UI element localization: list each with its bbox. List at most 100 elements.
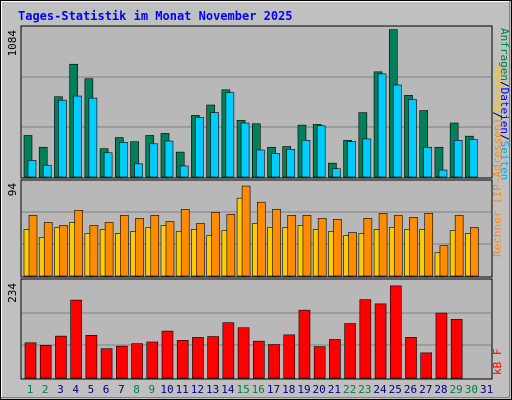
bar-dateien-day-8 (134, 163, 143, 178)
day-label-25: 25 (389, 383, 402, 396)
bar-besuche-day-9 (150, 215, 160, 277)
bar-besuche-day-20 (317, 218, 327, 277)
bar-kb-day-22 (344, 323, 356, 379)
bar-kb-day-2 (39, 345, 52, 379)
panel-bottom-legend: kB F (491, 349, 504, 376)
panel-middle: 94 Rechner (IP-Adressen)/Besuche (6, 65, 504, 278)
legend-dateien: Dateien (498, 88, 511, 134)
bar-dateien-day-7 (119, 142, 128, 178)
panel-top: 1084 Anfragen/Dateien/Seiten (6, 25, 511, 180)
legend-besuche: Besuche (491, 65, 504, 111)
day-label-18: 18 (282, 383, 295, 396)
day-label-1: 1 (27, 383, 34, 396)
panel-top-legend: Anfragen/Dateien/Seiten (498, 28, 511, 180)
day-label-4: 4 (72, 383, 79, 396)
bar-kb-day-27 (420, 352, 433, 379)
bar-dateien-day-23 (362, 138, 372, 178)
chart-title: Tages-Statistik im Monat November 2025 (18, 9, 293, 23)
bar-dateien-day-26 (408, 99, 417, 178)
day-label-2: 2 (42, 383, 49, 396)
panel-top-ymax-label: 1084 (6, 30, 19, 57)
bar-kb-day-13 (207, 336, 219, 379)
bar-dateien-day-16 (255, 149, 265, 178)
day-label-26: 26 (404, 383, 417, 396)
bar-dateien-day-25 (392, 84, 402, 178)
legend-separator: / (498, 81, 511, 88)
bar-besuche-day-15 (241, 185, 251, 277)
legend-separator: / (491, 111, 504, 118)
day-label-6: 6 (103, 383, 110, 396)
bar-besuche-day-1 (28, 215, 38, 277)
panel-bottom-ymax-label: 234 (6, 283, 19, 303)
bar-besuche-day-26 (409, 217, 418, 277)
panel-middle-ymax-label: 94 (6, 183, 19, 197)
bar-besuche-day-29 (454, 215, 464, 277)
bar-dateien-day-17 (271, 153, 280, 178)
bar-dateien-day-1 (27, 160, 37, 178)
bar-besuche-day-8 (135, 218, 144, 277)
bar-dateien-day-19 (301, 140, 311, 178)
bar-kb-day-6 (100, 348, 113, 379)
bar-kb-day-20 (313, 346, 326, 379)
bar-dateien-day-2 (42, 164, 52, 178)
panel-middle-legend: Rechner (IP-Adressen)/Besuche (491, 65, 504, 257)
bar-dateien-day-9 (149, 143, 159, 178)
bar-dateien-day-3 (58, 99, 67, 178)
legend-rechner: Rechner (IP-Adressen) (491, 118, 504, 257)
day-label-16: 16 (252, 383, 265, 396)
bar-kb-day-26 (405, 337, 417, 379)
day-label-21: 21 (328, 383, 341, 396)
bar-dateien-day-15 (240, 122, 250, 178)
bar-kb-day-10 (161, 330, 174, 379)
day-label-28: 28 (434, 383, 447, 396)
day-label-17: 17 (267, 383, 280, 396)
bar-dateien-day-4 (73, 95, 82, 178)
day-label-7: 7 (118, 383, 125, 396)
day-label-30: 30 (465, 383, 478, 396)
bar-dateien-day-30 (469, 139, 478, 178)
legend-anfragen: Anfragen (498, 28, 511, 81)
bar-besuche-day-18 (287, 215, 297, 277)
day-label-19: 19 (297, 383, 310, 396)
day-label-5: 5 (88, 383, 95, 396)
day-label-15: 15 (236, 383, 249, 396)
panel-top-bars (23, 29, 478, 178)
bar-kb-day-11 (176, 340, 189, 379)
day-label-20: 20 (313, 383, 326, 396)
bar-besuche-day-22 (348, 232, 357, 277)
bar-dateien-day-11 (179, 165, 189, 178)
bar-besuche-day-25 (393, 215, 403, 277)
day-label-14: 14 (221, 383, 235, 396)
bar-besuche-day-17 (272, 208, 281, 277)
legend-separator: / (498, 134, 511, 141)
bar-dateien-day-24 (377, 73, 387, 178)
bar-besuche-day-21 (333, 219, 342, 277)
bar-besuche-day-3 (59, 225, 68, 277)
bar-dateien-day-28 (438, 169, 448, 178)
bar-besuche-day-14 (226, 214, 236, 277)
bar-kb-day-29 (450, 319, 463, 379)
bar-besuche-day-16 (256, 201, 266, 277)
bar-besuche-day-6 (104, 222, 114, 277)
bar-besuche-day-5 (89, 225, 99, 277)
bar-besuche-day-30 (470, 227, 479, 277)
bar-dateien-day-14 (225, 92, 235, 178)
day-label-11: 11 (176, 383, 189, 396)
x-axis-day-labels: 1 2 3 4 5 6 7 8 9 10 11 12 13 14 15 16 17 18 19 20 21 22 23 24 2… (27, 383, 494, 396)
bar-kb-day-19 (298, 309, 311, 379)
bar-dateien-day-20 (316, 125, 326, 178)
bar-kb-day-1 (24, 342, 37, 379)
day-label-13: 13 (206, 383, 219, 396)
bar-kb-day-5 (85, 334, 98, 379)
bar-dateien-day-27 (423, 146, 433, 178)
bar-besuche-day-13 (211, 212, 220, 277)
bar-besuche-day-24 (378, 213, 388, 277)
day-label-3: 3 (57, 383, 64, 396)
panel-bottom-bars (24, 285, 463, 379)
bar-kb-day-17 (268, 344, 280, 379)
bar-kb-day-14 (222, 322, 235, 379)
bar-besuche-day-7 (120, 215, 129, 277)
day-label-10: 10 (160, 383, 173, 396)
bar-besuche-day-19 (302, 215, 312, 277)
